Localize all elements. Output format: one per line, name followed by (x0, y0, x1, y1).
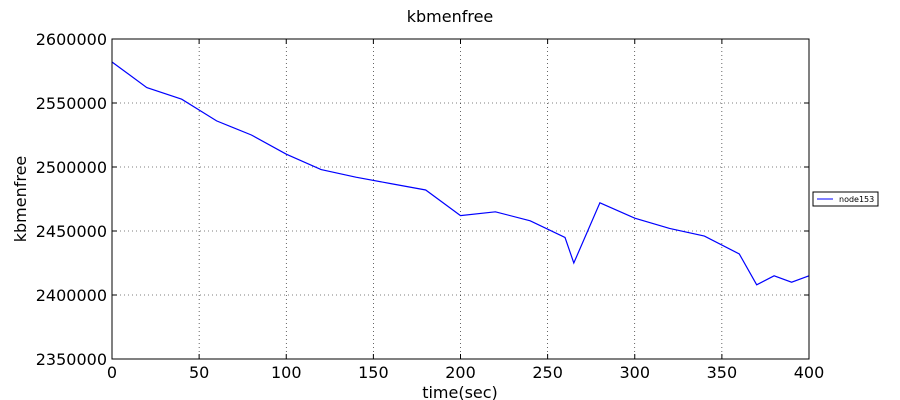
y-tick-label: 2550000 (36, 94, 107, 113)
grid (111, 38, 810, 360)
y-tick-label: 2450000 (36, 222, 107, 241)
x-tick-label: 200 (445, 363, 476, 382)
legend: node153 (812, 191, 879, 207)
x-tick-label: 150 (358, 363, 389, 382)
series-group (111, 61, 810, 286)
x-tick-label: 400 (794, 363, 825, 382)
x-tick-label: 0 (107, 363, 117, 382)
y-axis: 2350000 2400000 2450000 2500000 2550000 26000… (36, 30, 809, 369)
legend-box (812, 191, 879, 207)
y-tick-label: 2350000 (36, 350, 107, 369)
x-tick-label: 50 (189, 363, 209, 382)
x-tick-label: 250 (532, 363, 563, 382)
chart-title: kbmenfree (407, 7, 494, 26)
y-axis-label: kbmenfree (11, 156, 30, 243)
x-axis-label: time(sec) (422, 383, 498, 400)
x-axis: 0 50 100 150 200 250 300 350 400 (107, 39, 824, 382)
x-tick-label: 300 (619, 363, 650, 382)
x-tick-label: 100 (271, 363, 302, 382)
y-tick-label: 2600000 (36, 30, 107, 49)
legend-label-node153: node153 (839, 195, 874, 204)
y-tick-label: 2500000 (36, 158, 107, 177)
y-tick-label: 2400000 (36, 286, 107, 305)
x-tick-label: 350 (707, 363, 738, 382)
series-line-node153 (111, 61, 810, 286)
